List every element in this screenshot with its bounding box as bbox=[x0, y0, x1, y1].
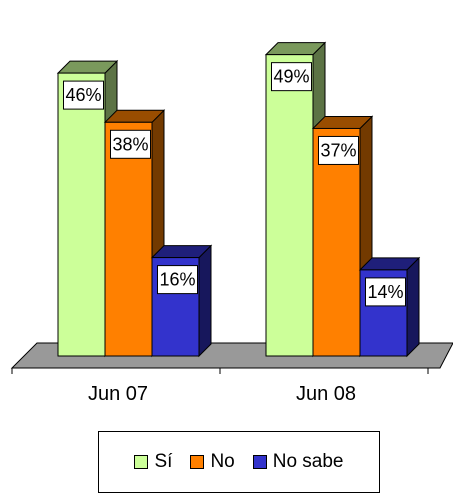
legend-swatch-no bbox=[190, 455, 205, 469]
legend-swatch-si bbox=[134, 455, 149, 469]
bar-0-0-front bbox=[57, 72, 106, 357]
bar-0-1-front bbox=[104, 121, 153, 357]
data-label-1-0: 49% bbox=[273, 67, 309, 87]
x-tick-label-1: Jun 08 bbox=[296, 383, 356, 405]
data-label-box-0-1 bbox=[110, 129, 151, 159]
legend-item-no-sabe: No sabe bbox=[252, 451, 344, 473]
legend-swatch-no-sabe bbox=[252, 455, 267, 469]
bar-1-1-front bbox=[312, 127, 361, 357]
legend-item-si: Sí bbox=[134, 451, 172, 473]
legend-label-si: Sí bbox=[154, 451, 173, 472]
bar-chart: 46% 38% 16% Jun 07 49% 37% 14% Jun 08 bbox=[10, 41, 453, 405]
legend-label-no-sabe: No sabe bbox=[272, 451, 344, 472]
data-label-0-1: 38% bbox=[112, 134, 148, 154]
bar-1-0-front bbox=[265, 54, 314, 357]
data-label-1-1: 37% bbox=[320, 140, 356, 160]
data-label-box-0-0 bbox=[63, 80, 104, 110]
data-label-0-0: 46% bbox=[65, 85, 101, 105]
data-label-box-0-2 bbox=[157, 265, 198, 295]
data-label-box-1-0 bbox=[271, 62, 312, 92]
bar-0-2-side bbox=[198, 244, 212, 358]
bar-1-2-side bbox=[406, 256, 420, 358]
data-label-box-1-1 bbox=[318, 135, 359, 165]
data-label-1-2: 14% bbox=[367, 282, 403, 302]
data-label-0-2: 16% bbox=[159, 270, 195, 290]
x-tick-label-0: Jun 07 bbox=[88, 383, 148, 405]
data-label-box-1-2 bbox=[365, 277, 406, 307]
legend: Sí No No sabe bbox=[98, 431, 380, 493]
legend-item-no: No bbox=[190, 451, 235, 473]
legend-label-no: No bbox=[210, 451, 235, 472]
